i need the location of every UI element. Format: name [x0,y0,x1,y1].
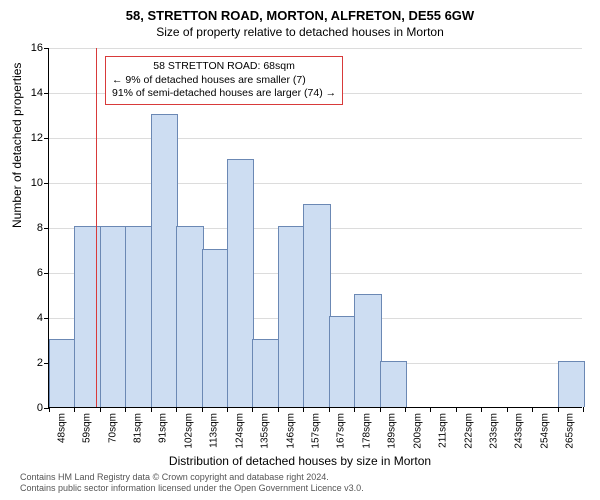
histogram-bar [252,339,279,408]
ytick-mark [44,48,49,49]
ytick-label: 2 [37,357,43,369]
ytick-mark [44,93,49,94]
marker-line [96,48,97,407]
histogram-bar [202,249,229,408]
xtick-mark [151,407,152,412]
histogram-bar [303,204,330,408]
xtick-label: 157sqm [311,413,322,449]
xtick-mark [176,407,177,412]
histogram-bar [380,361,407,407]
histogram-bar [278,226,305,407]
histogram-bar [74,226,101,407]
xtick-mark [532,407,533,412]
footnote-line1: Contains HM Land Registry data © Crown c… [20,472,364,483]
histogram-bar [176,226,203,407]
xtick-label: 81sqm [133,413,144,443]
xtick-label: 200sqm [412,413,423,449]
xtick-mark [100,407,101,412]
xtick-mark [430,407,431,412]
ytick-label: 16 [31,42,43,54]
annotation-line: 58 STRETTON ROAD: 68sqm [112,60,336,74]
annotation-line: 91% of semi-detached houses are larger (… [112,87,336,101]
histogram-bar [49,339,76,408]
chart-title: 58, STRETTON ROAD, MORTON, ALFRETON, DE5… [0,0,600,23]
xtick-mark [303,407,304,412]
ytick-mark [44,183,49,184]
xtick-mark [227,407,228,412]
xtick-mark [125,407,126,412]
ytick-label: 6 [37,267,43,279]
xtick-label: 113sqm [209,413,220,448]
xtick-mark [558,407,559,412]
xtick-mark [583,407,584,412]
xtick-label: 265sqm [565,413,576,449]
chart-container: 58, STRETTON ROAD, MORTON, ALFRETON, DE5… [0,0,600,500]
footnote-line2: Contains public sector information licen… [20,483,364,494]
xtick-label: 254sqm [539,413,550,449]
xtick-label: 91sqm [158,413,169,443]
histogram-bar [100,226,127,407]
xtick-mark [456,407,457,412]
histogram-bar [125,226,152,407]
xtick-label: 243sqm [514,413,525,449]
ytick-label: 14 [31,87,43,99]
ytick-label: 4 [37,312,43,324]
xtick-label: 178sqm [361,413,372,449]
gridline [49,183,582,184]
ytick-label: 12 [31,132,43,144]
annotation-box: 58 STRETTON ROAD: 68sqm← 9% of detached … [105,56,343,105]
xtick-label: 222sqm [463,413,474,449]
gridline [49,138,582,139]
ytick-mark [44,138,49,139]
xtick-mark [380,407,381,412]
x-axis-label: Distribution of detached houses by size … [0,454,600,468]
histogram-bar [354,294,381,408]
xtick-label: 167sqm [336,413,347,449]
histogram-bar [329,316,356,407]
histogram-bar [151,114,178,408]
xtick-label: 146sqm [285,413,296,449]
xtick-label: 48sqm [56,413,67,443]
xtick-label: 102sqm [183,413,194,449]
footnote: Contains HM Land Registry data © Crown c… [20,472,364,494]
xtick-label: 189sqm [387,413,398,449]
xtick-mark [278,407,279,412]
xtick-mark [354,407,355,412]
histogram-bar [227,159,254,408]
ytick-label: 8 [37,222,43,234]
ytick-mark [44,318,49,319]
ytick-label: 10 [31,177,43,189]
plot-region: 024681012141648sqm59sqm70sqm81sqm91sqm10… [48,48,582,408]
ytick-label: 0 [37,402,43,414]
xtick-mark [202,407,203,412]
annotation-line: ← 9% of detached houses are smaller (7) [112,74,336,88]
histogram-bar [558,361,585,407]
gridline [49,48,582,49]
xtick-label: 70sqm [107,413,118,443]
plot-area: 024681012141648sqm59sqm70sqm81sqm91sqm10… [48,48,582,408]
chart-subtitle: Size of property relative to detached ho… [0,25,600,39]
ytick-mark [44,228,49,229]
xtick-mark [405,407,406,412]
xtick-label: 233sqm [489,413,500,449]
xtick-label: 124sqm [234,413,245,449]
ytick-mark [44,273,49,274]
xtick-mark [252,407,253,412]
xtick-label: 135sqm [260,413,271,449]
xtick-mark [74,407,75,412]
y-axis-label: Number of detached properties [10,63,24,228]
xtick-mark [481,407,482,412]
xtick-mark [507,407,508,412]
xtick-label: 211sqm [438,413,449,448]
xtick-mark [49,407,50,412]
xtick-label: 59sqm [82,413,93,443]
xtick-mark [329,407,330,412]
